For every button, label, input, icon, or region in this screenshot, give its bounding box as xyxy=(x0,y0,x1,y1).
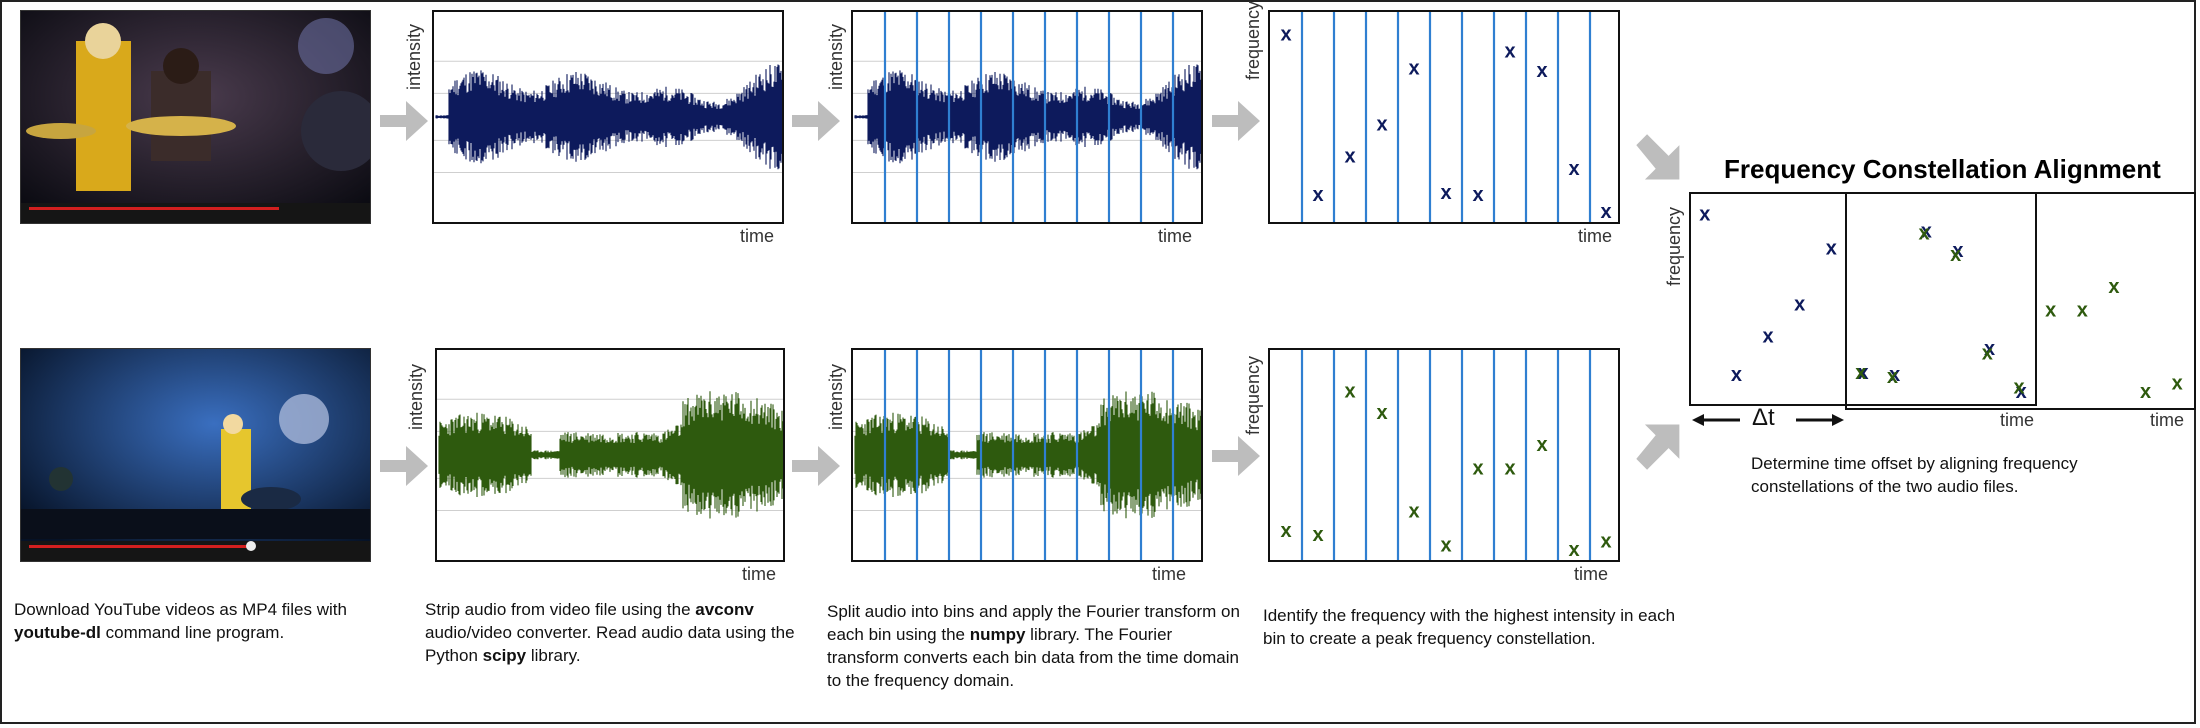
peak-marker: x xyxy=(1504,458,1515,480)
peak-marker: x xyxy=(1568,539,1579,561)
axis-label-frequency: frequency xyxy=(1243,355,1263,435)
aligned-peak-marker: x xyxy=(2013,377,2024,399)
peak-marker: x xyxy=(1536,60,1547,82)
aligned-peak-marker: x xyxy=(1889,364,1900,386)
aligned-peak-marker: x xyxy=(1763,325,1774,347)
aligned-peak-marker: x xyxy=(1855,362,1866,384)
peak-marker: x xyxy=(1472,458,1483,480)
peak-marker: x xyxy=(1344,145,1355,167)
caption-step2: Strip audio from video file using the av… xyxy=(425,600,795,665)
aligned-peak-marker: x xyxy=(2172,372,2183,394)
waveform-panel-bottom xyxy=(435,348,785,562)
waveform xyxy=(854,391,1201,519)
constellation-panel-bottom xyxy=(1845,192,2196,410)
axis-label-frequency: frequency xyxy=(1243,0,1263,80)
axis-label-intensity: intensity xyxy=(406,363,426,430)
alignment-title: Frequency Constellation Alignment xyxy=(1724,154,2161,184)
peak-marker: x xyxy=(1504,41,1515,63)
aligned-peak-marker: x xyxy=(2016,381,2027,403)
aligned-peak-marker: x xyxy=(1921,221,1932,243)
peak-marker: x xyxy=(1536,434,1547,456)
peak-marker: x xyxy=(1376,402,1387,424)
peak-marker: x xyxy=(1280,520,1291,542)
peak-marker: x xyxy=(1280,23,1291,45)
peak-marker: x xyxy=(1344,381,1355,403)
axis-label-time: time xyxy=(1574,564,1609,584)
peak-marker: x xyxy=(1376,113,1387,135)
arrow-down-right-icon xyxy=(1636,134,1680,180)
axis-label-intensity: intensity xyxy=(404,23,424,90)
caption-step1: Download YouTube videos as MP4 files wit… xyxy=(14,600,347,642)
axis-label-time: time xyxy=(2150,410,2185,430)
video-thumbnail-bottom xyxy=(20,348,371,562)
aligned-peak-marker: x xyxy=(1699,203,1710,225)
peak-marker: x xyxy=(1440,535,1451,557)
arrow-right-icon xyxy=(380,101,428,141)
peak-marker: x xyxy=(1440,182,1451,204)
binned-waveform-panel-top xyxy=(851,10,1203,224)
aligned-peak-marker: x xyxy=(1857,362,1868,384)
video-thumbnail-top xyxy=(20,10,371,224)
axis-label-intensity: intensity xyxy=(826,23,846,90)
aligned-peak-marker: x xyxy=(2140,381,2151,403)
aligned-peak-marker: x xyxy=(2077,300,2088,322)
peak-marker: x xyxy=(1408,501,1419,523)
binned-waveform-panel-bottom xyxy=(851,348,1203,562)
peak-marker: x xyxy=(1408,58,1419,80)
aligned-peak-marker: x xyxy=(1826,238,1837,260)
axis-label-time: time xyxy=(1152,564,1187,584)
waveform xyxy=(435,64,782,170)
aligned-peak-marker: x xyxy=(1887,366,1898,388)
caption-step4: Identify the frequency with the highest … xyxy=(1263,606,1676,648)
arrow-up-right-icon xyxy=(1636,424,1680,470)
aligned-peak-marker: x xyxy=(1982,343,1993,365)
axis-label-time: time xyxy=(1158,226,1193,246)
aligned-peak-marker: x xyxy=(2045,300,2056,322)
axis-label-time: time xyxy=(740,226,775,246)
aligned-peak-marker: x xyxy=(1952,240,1963,262)
axis-label-intensity: intensity xyxy=(826,363,846,430)
aligned-peak-marker: x xyxy=(1919,223,1930,245)
axis-label-time: time xyxy=(2000,410,2035,430)
peak-marker: x xyxy=(1312,524,1323,546)
arrow-right-icon xyxy=(1212,436,1260,476)
delta-arrow-icon xyxy=(1692,414,1844,426)
waveform xyxy=(438,391,783,519)
arrow-right-icon xyxy=(792,101,840,141)
aligned-peak-marker: x xyxy=(1731,364,1742,386)
caption-step3: Split audio into bins and apply the Four… xyxy=(827,602,1240,690)
axis-label-frequency: frequency xyxy=(1664,206,1684,286)
axis-label-time: time xyxy=(742,564,777,584)
peak-marker: x xyxy=(1600,530,1611,552)
waveform xyxy=(854,64,1201,170)
aligned-peak-marker: x xyxy=(2108,276,2119,298)
aligned-peak-marker: x xyxy=(1984,338,1995,360)
waveform-panel-top xyxy=(432,10,784,224)
arrow-right-icon xyxy=(1212,101,1260,141)
arrow-right-icon xyxy=(380,446,428,486)
peak-marker: x xyxy=(1312,184,1323,206)
peak-marker: x xyxy=(1600,201,1611,223)
delta-t-label: Δt xyxy=(1752,404,1775,431)
peak-marker: x xyxy=(1568,158,1579,180)
aligned-peak-marker: x xyxy=(1950,244,1961,266)
peak-marker: x xyxy=(1472,184,1483,206)
aligned-peak-marker: x xyxy=(1794,293,1805,315)
arrow-right-icon xyxy=(792,446,840,486)
caption-step5: Determine time offset by aligning freque… xyxy=(1751,454,2078,496)
axis-label-time: time xyxy=(1578,226,1613,246)
